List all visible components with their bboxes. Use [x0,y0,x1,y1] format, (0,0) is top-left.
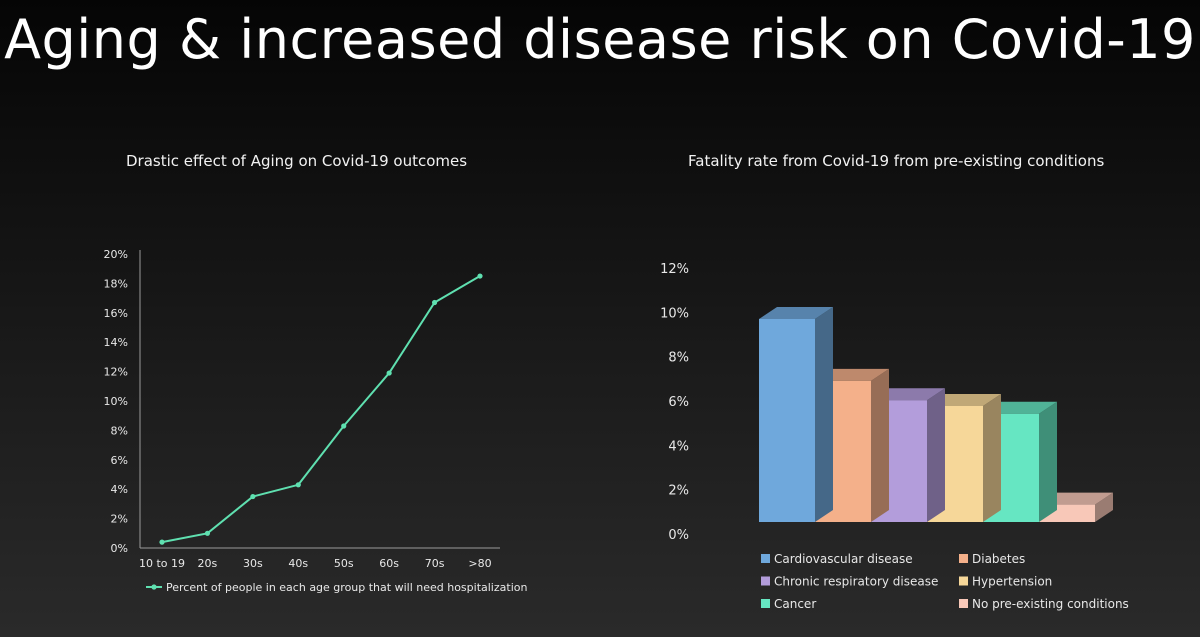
line-point [477,273,483,279]
line-point [159,539,165,545]
line-y-tick-label: 8% [111,424,128,437]
line-point [250,493,256,500]
bar-y-tick-label: 2% [668,484,689,499]
legend-swatch [959,576,968,586]
legend-label: Cardiovascular disease [774,552,913,566]
bar-top [759,307,833,319]
line-x-tick-label: >80 [468,557,491,570]
bar-y-tick-label: 4% [668,439,689,454]
line-y-tick-label: 20% [104,248,128,261]
bar-top [871,388,945,401]
line-y-tick-label: 4% [111,483,128,496]
bar-top [815,368,889,381]
line-point [386,370,392,376]
bar-y-tick-label: 6% [668,395,689,410]
line-point [341,423,347,429]
line-y-tick-label: 18% [104,277,128,290]
line-x-tick-label: 20s [198,557,218,570]
legend-label: Percent of people in each age group that… [166,581,527,594]
line-x-tick-label: 70s [425,557,445,570]
line-x-tick-label: 10 to 19 [139,557,185,570]
bar-y-tick-label: 0% [668,528,689,543]
line-y-tick-label: 2% [111,513,128,526]
line-y-tick-label: 14% [104,336,128,349]
legend-swatch [761,599,770,608]
page-title: Aging & increased disease risk on Covid-… [4,8,1196,71]
line-series [161,275,481,544]
bar-top [927,394,1001,406]
legend-swatch [761,554,770,563]
bar-side [927,388,945,522]
line-x-tick-label: 50s [334,557,354,570]
legend-swatch [761,576,770,586]
line-point [204,530,211,536]
line-point [431,299,438,306]
legend-swatch [959,599,968,608]
line-x-tick-label: 60s [379,557,399,570]
bar-y-tick-label: 12% [660,262,689,277]
legend-point-marker [151,584,157,590]
bar-chart-title: Fatality rate from Covid-19 from pre-exi… [688,152,1105,170]
legend-label: Chronic respiratory disease [774,575,938,589]
bar-side [1039,401,1057,522]
bar-top [1039,492,1113,505]
line-y-tick-label: 6% [111,454,128,467]
line-x-tick-label: 40s [288,557,308,570]
line-y-tick-label: 16% [104,307,128,320]
line-y-tick-label: 0% [111,542,128,555]
line-y-tick-label: 12% [104,366,128,379]
line-x-tick-label: 30s [243,557,263,570]
bar-top [983,401,1057,414]
bar-y-tick-label: 10% [660,306,689,321]
line-y-tick-label: 10% [104,395,128,408]
legend-label: Hypertension [972,575,1052,589]
legend-label: No pre-existing conditions [972,597,1129,611]
legend-label: Diabetes [972,552,1025,566]
bar-side [983,394,1001,522]
bar-side [871,368,889,522]
bar-side [1095,492,1113,522]
line-chart-title: Drastic effect of Aging on Covid-19 outc… [126,152,468,170]
legend-label: Cancer [774,597,816,611]
bar-side [815,307,833,522]
bar-y-tick-label: 8% [668,351,689,366]
bar [759,319,815,522]
line-point [295,482,301,488]
legend-swatch [959,554,968,563]
